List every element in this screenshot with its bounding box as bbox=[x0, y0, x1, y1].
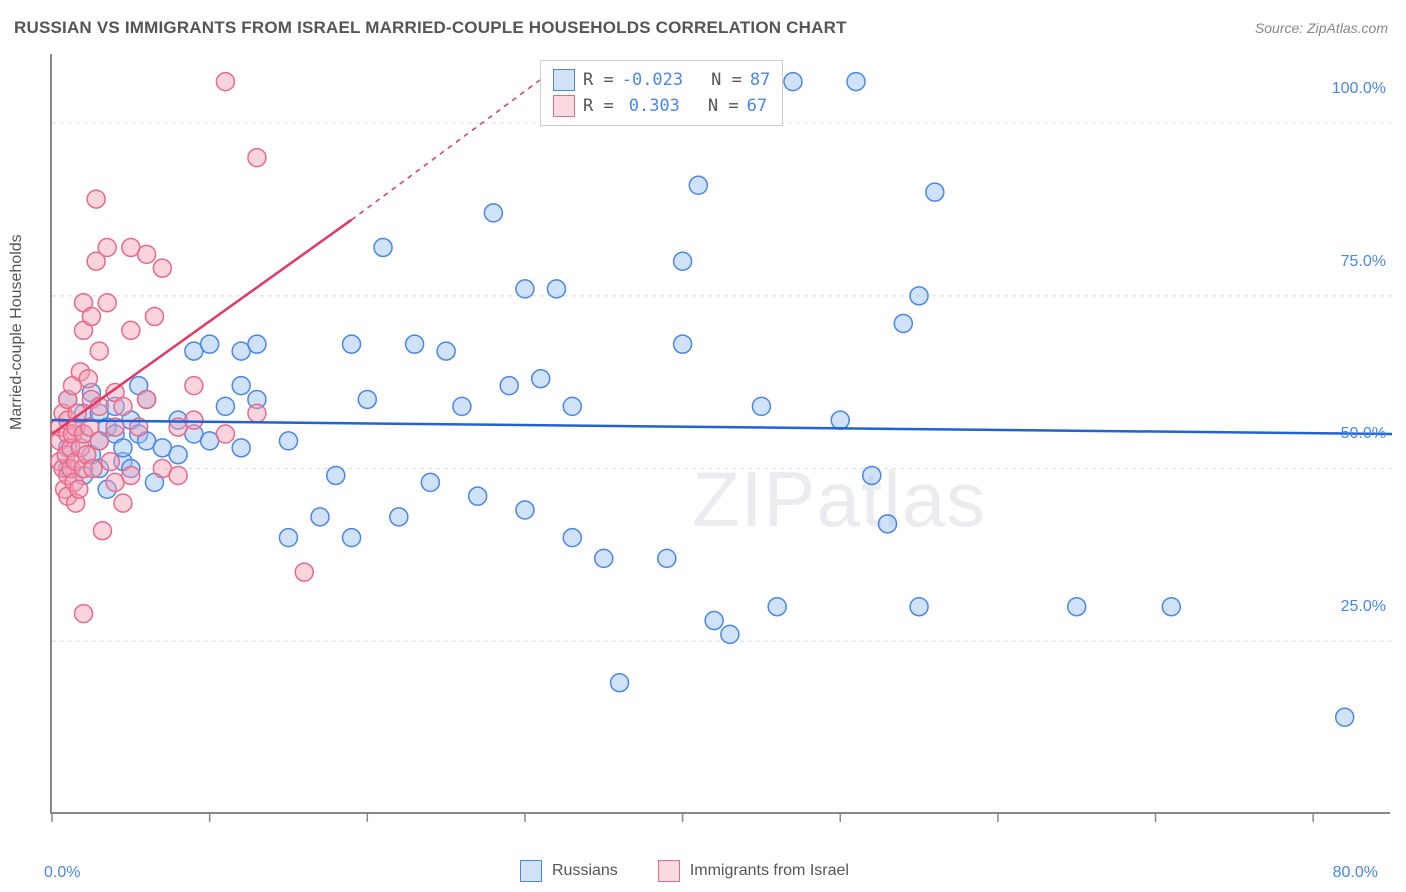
series2-label: Immigrants from Israel bbox=[690, 862, 849, 880]
swatch-blue bbox=[553, 69, 575, 91]
legend-n1-value: 87 bbox=[750, 70, 770, 90]
correlation-chart: RUSSIAN VS IMMIGRANTS FROM ISRAEL MARRIE… bbox=[0, 0, 1406, 892]
legend-r-label2: R = bbox=[583, 96, 614, 116]
plot-svg bbox=[52, 54, 1390, 812]
chart-title: RUSSIAN VS IMMIGRANTS FROM ISRAEL MARRIE… bbox=[14, 18, 847, 38]
legend-n2-value: 67 bbox=[747, 96, 767, 116]
plot-area: ZIPatlas bbox=[50, 54, 1390, 814]
series1-label: Russians bbox=[552, 862, 618, 880]
xtick-80: 80.0% bbox=[1333, 864, 1378, 882]
correlation-legend: R = -0.023 N = 87 R = 0.303 N = 67 bbox=[540, 60, 783, 126]
ytick-50: 50.0% bbox=[1306, 425, 1386, 443]
legend-r1-value: -0.023 bbox=[622, 70, 683, 90]
legend-r-label: R = bbox=[583, 70, 614, 90]
swatch-pink-2 bbox=[658, 860, 680, 882]
legend-n-label2: N = bbox=[708, 96, 739, 116]
legend-row-israel: R = 0.303 N = 67 bbox=[553, 93, 770, 119]
y-axis-label: Married-couple Households bbox=[8, 234, 26, 430]
legend-n-label: N = bbox=[711, 70, 742, 90]
ytick-25: 25.0% bbox=[1306, 598, 1386, 616]
swatch-pink bbox=[553, 95, 575, 117]
source-label: Source: ZipAtlas.com bbox=[1255, 20, 1388, 36]
xtick-0: 0.0% bbox=[44, 864, 80, 882]
swatch-blue-2 bbox=[520, 860, 542, 882]
ytick-100: 100.0% bbox=[1306, 80, 1386, 98]
legend-r2-value: 0.303 bbox=[629, 96, 680, 116]
ytick-75: 75.0% bbox=[1306, 253, 1386, 271]
legend-row-russians: R = -0.023 N = 87 bbox=[553, 67, 770, 93]
series-legend: Russians Immigrants from Israel bbox=[520, 860, 849, 882]
